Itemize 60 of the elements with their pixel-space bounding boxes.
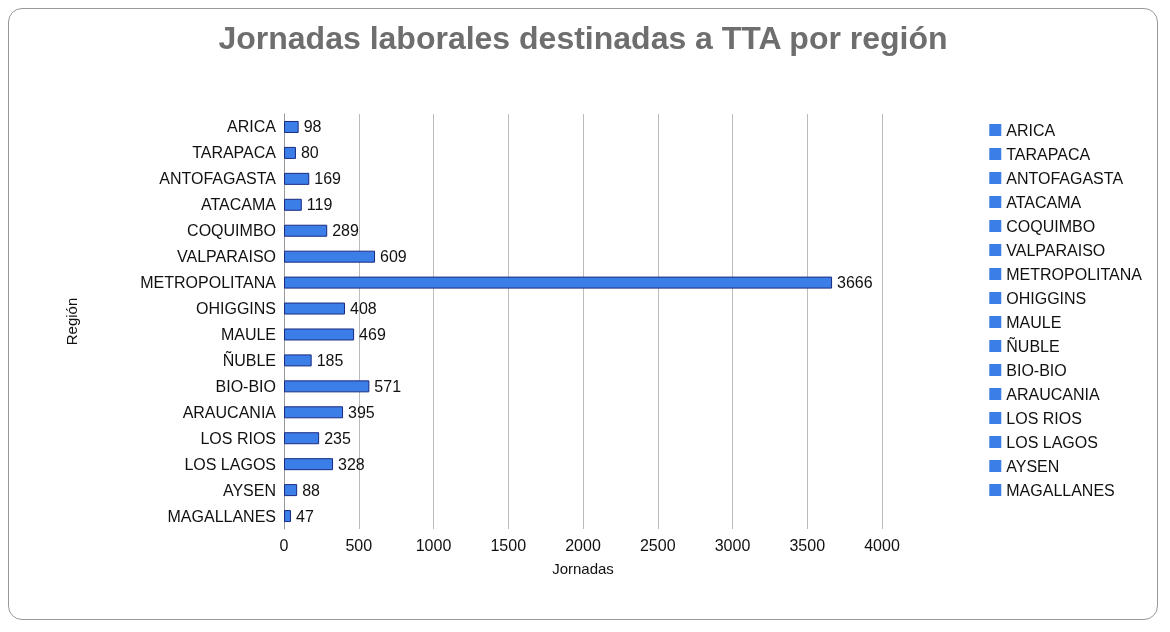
data-label: 80 — [300, 144, 319, 162]
data-label: 469 — [359, 325, 386, 343]
y-axis-title: Región — [63, 297, 80, 346]
y-tick-label: METROPOLITANA — [140, 274, 277, 292]
x-tick-label: 0 — [279, 536, 289, 554]
data-label: 408 — [350, 300, 377, 318]
legend-label: VALPARAISO — [1006, 241, 1106, 259]
y-tick-label: MAGALLANES — [167, 507, 276, 525]
y-tick-label: ARAUCANIA — [182, 403, 277, 421]
data-label: 185 — [316, 351, 344, 369]
legend-label: COQUIMBO — [1006, 217, 1096, 235]
data-label: 3666 — [837, 274, 873, 292]
y-tick-label: LOS RIOS — [200, 429, 276, 447]
legend-label: MAGALLANES — [1006, 481, 1115, 499]
x-tick-label: 4000 — [864, 536, 900, 554]
legend-label: AYSEN — [1006, 457, 1060, 475]
data-label: 328 — [338, 455, 365, 473]
x-tick-label: 3500 — [789, 536, 826, 554]
data-label: 47 — [296, 507, 314, 525]
legend-label: METROPOLITANA — [1006, 265, 1143, 283]
data-label: 395 — [348, 403, 375, 421]
legend-label: OHIGGINS — [1006, 289, 1087, 307]
data-label: 88 — [302, 481, 321, 499]
x-tick-label: 2500 — [639, 536, 676, 554]
y-tick-label: VALPARAISO — [177, 248, 276, 266]
x-tick-label: 1500 — [490, 536, 527, 554]
legend-label: ANTOFAGASTA — [1006, 169, 1124, 187]
y-tick-label: TARAPACA — [192, 144, 277, 162]
data-label: 98 — [303, 118, 322, 136]
y-tick-label: OHIGGINS — [195, 300, 276, 318]
y-tick-label: ATACAMA — [201, 196, 277, 214]
legend-label: ARAUCANIA — [1006, 385, 1100, 403]
x-tick-label: 500 — [345, 536, 373, 554]
y-tick-label: ÑUBLE — [222, 349, 276, 369]
y-tick-label: COQUIMBO — [187, 222, 276, 240]
legend-label: ARICA — [1006, 121, 1056, 139]
y-tick-label: ARICA — [227, 118, 277, 136]
y-tick-label: ANTOFAGASTA — [159, 170, 277, 188]
legend-label: TARAPACA — [1006, 145, 1091, 163]
data-label: 119 — [306, 196, 333, 214]
data-label: 169 — [314, 170, 342, 188]
data-label: 235 — [324, 429, 351, 447]
data-label: 571 — [374, 377, 402, 395]
data-label: 609 — [380, 248, 407, 266]
legend-label: MAULE — [1006, 313, 1062, 331]
x-tick-label: 1000 — [415, 536, 452, 554]
y-tick-label: LOS LAGOS — [184, 455, 276, 473]
legend-label: LOS RIOS — [1006, 409, 1082, 427]
x-tick-label: 2000 — [565, 536, 601, 554]
legend-label: ÑUBLE — [1006, 335, 1060, 355]
legend-label: ATACAMA — [1006, 193, 1082, 211]
x-tick-label: 3000 — [714, 536, 751, 554]
y-tick-label: AYSEN — [222, 481, 276, 499]
y-tick-label: MAULE — [220, 325, 276, 343]
data-label: 289 — [332, 222, 359, 240]
legend-label: LOS LAGOS — [1006, 433, 1098, 451]
x-axis-title: Jornadas — [552, 560, 614, 577]
chart-title: Jornadas laborales destinadas a TTA por región — [218, 20, 948, 56]
legend-label: BIO-BIO — [1006, 361, 1067, 379]
y-tick-label: BIO-BIO — [215, 377, 276, 395]
